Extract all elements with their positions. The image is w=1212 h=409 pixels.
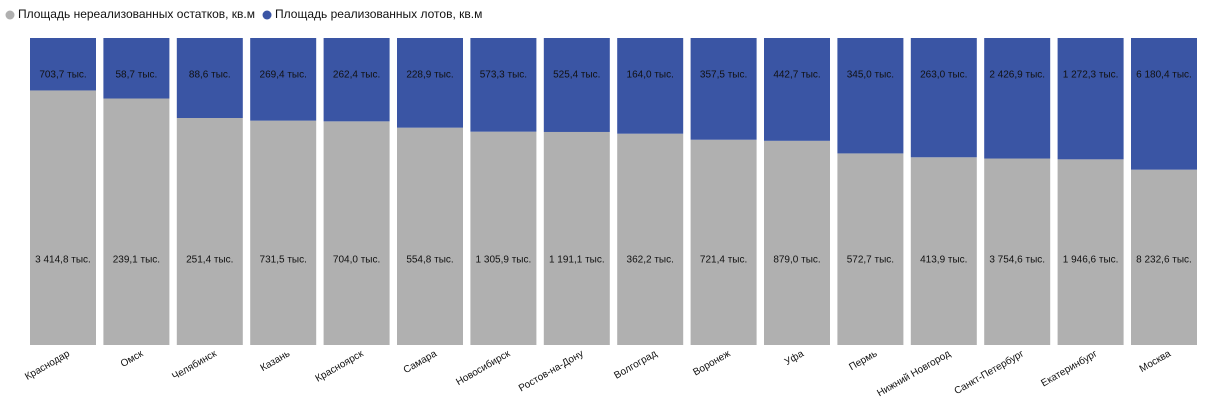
data-label: 228,9 тыс.: [406, 70, 453, 81]
data-label: 345,0 тыс.: [847, 70, 894, 81]
data-label: 442,7 тыс.: [773, 70, 820, 81]
x-tick-label: Новосибирск: [454, 347, 513, 388]
data-label: 362,2 тыс.: [627, 255, 674, 266]
data-label: 1 272,3 тыс.: [1063, 70, 1119, 81]
legend-label: Площадь нереализованных остатков, кв.м: [18, 7, 255, 21]
bar-segment: [103, 38, 170, 99]
data-label: 58,7 тыс.: [116, 70, 158, 81]
bar-segment: [250, 38, 317, 121]
x-tick-label: Самара: [402, 348, 439, 376]
data-label: 164,0 тыс.: [627, 70, 674, 81]
data-label: 88,6 тыс.: [189, 70, 231, 81]
bar-segment: [30, 38, 96, 91]
data-label: 572,7 тыс.: [847, 255, 894, 266]
legend-marker: [262, 10, 272, 20]
x-tick-label: Омск: [119, 348, 146, 370]
bar-segment: [323, 38, 390, 122]
bar-segment: [690, 139, 757, 345]
bar-segment: [323, 121, 390, 346]
data-label: 525,4 тыс.: [553, 70, 600, 81]
data-label: 262,4 тыс.: [333, 70, 380, 81]
bar-segment: [690, 38, 757, 140]
data-label: 1 946,6 тыс.: [1063, 255, 1119, 266]
bar-segment: [397, 38, 463, 128]
x-tick-label: Уфа: [782, 347, 806, 368]
data-label: 573,3 тыс.: [480, 70, 527, 81]
bar-segment: [543, 38, 610, 132]
bar-segment: [910, 38, 977, 158]
bar-segment: [1131, 169, 1197, 345]
x-tick-label: Волгоград: [612, 348, 659, 381]
data-label: 2 426,9 тыс.: [989, 70, 1045, 81]
bar-segment: [617, 38, 684, 134]
bar-segment: [103, 98, 170, 346]
bar-segment: [837, 153, 904, 345]
bar-segment: [397, 127, 463, 345]
data-label: 1 191,1 тыс.: [549, 255, 605, 266]
bar-segment: [250, 120, 317, 345]
bar-segment: [617, 133, 684, 345]
x-tick-label: Челябинск: [170, 347, 219, 382]
bar-segment: [1057, 159, 1124, 345]
bar-segment: [30, 90, 96, 346]
x-tick-label: Красноярск: [314, 348, 366, 385]
bar-segment: [176, 38, 243, 119]
data-label: 721,4 тыс.: [700, 255, 747, 266]
bar-segment: [764, 38, 830, 141]
data-label: 879,0 тыс.: [773, 255, 820, 266]
data-label: 413,9 тыс.: [920, 255, 967, 266]
bar-segment: [543, 131, 610, 345]
bar-segment: [764, 140, 830, 345]
data-label: 269,4 тыс.: [260, 70, 307, 81]
x-tick-label: Пермь: [847, 348, 879, 373]
bar-segment: [470, 38, 537, 132]
legend-marker: [5, 10, 15, 20]
data-label: 3 414,8 тыс.: [35, 255, 91, 266]
data-label: 239,1 тыс.: [113, 255, 160, 266]
x-tick-label: Казань: [259, 348, 292, 374]
x-tick-label: Нижний Новгород: [875, 348, 952, 399]
bar-segment: [1131, 38, 1197, 170]
bar-segment: [984, 158, 1051, 345]
legend-label: Площадь реализованных лотов, кв.м: [275, 7, 482, 21]
x-tick-label: Краснодар: [23, 348, 72, 383]
data-label: 263,0 тыс.: [920, 70, 967, 81]
bar-segment: [984, 38, 1051, 159]
x-tick-label: Санкт-Петербург: [952, 347, 1026, 397]
data-label: 3 754,6 тыс.: [989, 255, 1045, 266]
bar-segment: [1057, 38, 1124, 160]
data-label: 357,5 тыс.: [700, 70, 747, 81]
x-tick-label: Воронеж: [691, 348, 732, 378]
x-tick-label: Екатеринбург: [1039, 347, 1100, 389]
x-tick-label: Ростов-на-Дону: [517, 348, 586, 394]
data-label: 251,4 тыс.: [186, 255, 233, 266]
bar-segment: [176, 118, 243, 346]
bar-segment: [910, 157, 977, 345]
x-tick-label: Москва: [1138, 348, 1173, 375]
data-label: 1 305,9 тыс.: [476, 255, 532, 266]
bar-segment: [837, 38, 904, 154]
bar-segment: [470, 131, 537, 345]
data-label: 731,5 тыс.: [260, 255, 307, 266]
data-label: 8 232,6 тыс.: [1136, 255, 1192, 266]
data-label: 6 180,4 тыс.: [1136, 70, 1192, 81]
data-label: 703,7 тыс.: [39, 70, 86, 81]
data-label: 704,0 тыс.: [333, 255, 380, 266]
data-label: 554,8 тыс.: [406, 255, 453, 266]
